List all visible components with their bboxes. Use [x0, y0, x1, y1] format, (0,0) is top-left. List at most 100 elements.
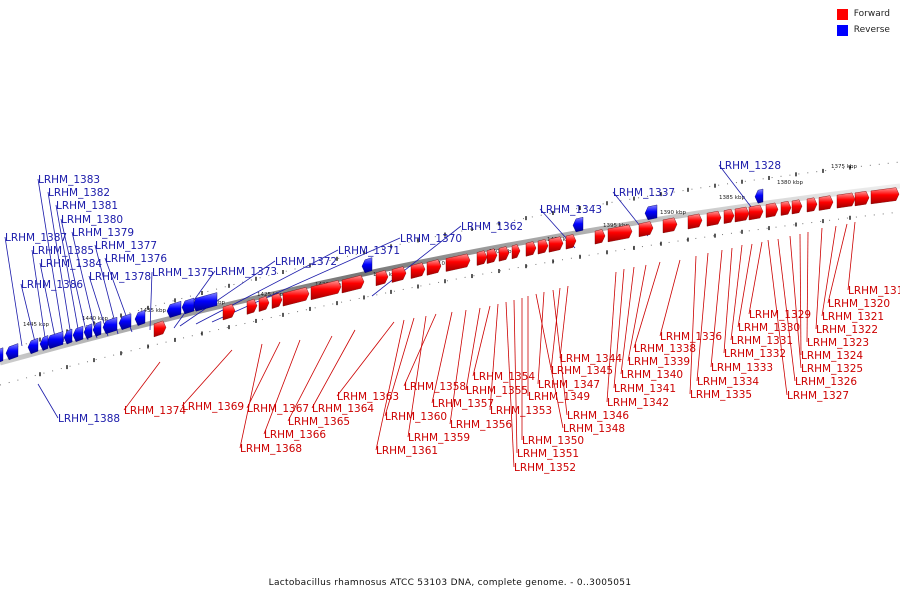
gene-labels: LRHM_1319LRHM_1320LRHM_1321LRHM_1322LRHM… — [5, 160, 900, 474]
forward-gene-label: LRHM_1344 — [560, 353, 622, 365]
reverse-gene-feature — [166, 300, 182, 318]
ruler-label: 1390 kbp — [660, 210, 686, 216]
forward-gene-label: LRHM_1364 — [312, 403, 374, 415]
leader-line — [263, 339, 301, 435]
forward-gene-label: LRHM_1366 — [264, 429, 326, 441]
ruler-label: 1435 kbp — [140, 308, 166, 314]
leader-line — [659, 259, 681, 337]
forward-gene-label: LRHM_1325 — [801, 363, 863, 375]
reverse-gene-label: LRHM_1372 — [275, 256, 337, 268]
ruler-label: 1410 kbp — [431, 261, 457, 267]
forward-gene-label: LRHM_1354 — [473, 371, 535, 383]
forward-gene-feature — [222, 303, 236, 321]
leader-line — [613, 268, 625, 389]
leader-line — [47, 191, 73, 343]
forward-gene-feature — [476, 250, 488, 266]
leader-line — [550, 287, 561, 371]
leader-line — [730, 244, 743, 341]
leader-line — [620, 266, 635, 375]
forward-gene-feature — [836, 192, 856, 209]
forward-gene-label: LRHM_1327 — [787, 390, 849, 402]
leader-line — [55, 204, 81, 341]
legend-forward: Forward — [836, 8, 890, 20]
forward-gene-label: LRHM_1333 — [711, 362, 773, 374]
ruler-label: 1375 kbp — [831, 164, 857, 170]
leader-line — [375, 319, 405, 451]
forward-gene-feature — [271, 293, 283, 309]
leader-line — [449, 309, 467, 425]
forward-gene-label: LRHM_1357 — [432, 398, 494, 410]
forward-gene-feature — [426, 259, 442, 276]
reverse-gene-feature — [134, 309, 146, 326]
ruler-label: 1425 kbp — [257, 292, 283, 298]
forward-gene-label: LRHM_1369 — [182, 401, 244, 413]
reverse-gene-feature — [572, 216, 584, 233]
leader-line — [431, 311, 453, 404]
leader-line — [311, 329, 356, 409]
reverse-gene-feature — [118, 313, 132, 330]
reverse-gene-feature — [92, 321, 102, 337]
forward-gene-label: LRHM_1339 — [628, 356, 690, 368]
forward-gene-label: LRHM_1358 — [404, 381, 466, 393]
leader-line — [465, 307, 481, 391]
leader-line — [149, 271, 153, 331]
leader-line — [748, 241, 763, 315]
forward-gene-label: LRHM_1374 — [124, 405, 186, 417]
reverse-gene-label: LRHM_1337 — [613, 187, 675, 199]
forward-gene-label: LRHM_1342 — [607, 397, 669, 409]
forward-gene-feature — [537, 239, 549, 255]
leader-line — [39, 262, 57, 343]
reverse-gene-label: LRHM_1386 — [21, 279, 83, 291]
leader-line — [799, 233, 802, 356]
leader-line — [505, 301, 515, 468]
forward-gene-label: LRHM_1331 — [731, 335, 793, 347]
gene-features — [0, 187, 900, 363]
leader-line — [211, 237, 401, 323]
forward-gene-label: LRHM_1329 — [749, 309, 811, 321]
reverse-gene-label: LRHM_1385 — [32, 245, 94, 257]
leader-line — [777, 238, 796, 382]
forward-gene-feature — [607, 224, 633, 243]
reverse-gene-label: LRHM_1383 — [38, 174, 100, 186]
forward-gene-label: LRHM_1341 — [614, 383, 676, 395]
leader-line — [403, 313, 437, 387]
reverse-gene-label: LRHM_1328 — [719, 160, 781, 172]
forward-gene-label: LRHM_1360 — [385, 411, 447, 423]
reverse-gene-label: LRHM_1382 — [48, 187, 110, 199]
reverse-gene-feature — [0, 347, 4, 363]
leader-line — [472, 305, 491, 377]
leader-line — [37, 383, 59, 419]
forward-gene-feature — [662, 217, 678, 234]
reverse-gene-feature — [72, 325, 84, 342]
forward-gene-label: LRHM_1321 — [822, 311, 884, 323]
forward-gene-label: LRHM_1334 — [697, 376, 759, 388]
leader-line — [195, 249, 339, 325]
forward-gene-label: LRHM_1338 — [634, 343, 696, 355]
forward-gene-feature — [153, 320, 167, 338]
forward-gene-feature — [734, 206, 750, 223]
reverse-swatch — [836, 24, 848, 36]
forward-gene-label: LRHM_1332 — [724, 348, 786, 360]
ruler-label: 1440 kbp — [82, 316, 108, 322]
forward-gene-label: LRHM_1361 — [376, 445, 438, 457]
forward-gene-label: LRHM_1352 — [514, 462, 576, 474]
forward-gene-label: LRHM_1363 — [337, 391, 399, 403]
forward-label: Forward — [853, 9, 890, 19]
leader-line — [627, 264, 647, 362]
forward-gene-feature — [706, 210, 722, 227]
leader-line — [371, 225, 462, 297]
forward-gene-feature — [246, 298, 258, 315]
forward-gene-feature — [765, 202, 779, 218]
forward-gene-label: LRHM_1349 — [528, 391, 590, 403]
forward-gene-label: LRHM_1348 — [563, 423, 625, 435]
leader-line — [239, 343, 263, 449]
forward-gene-label: LRHM_1347 — [538, 379, 600, 391]
forward-gene-feature — [806, 197, 818, 213]
forward-gene-label: LRHM_1368 — [240, 443, 302, 455]
ruler-label: 1445 kbp — [23, 322, 49, 328]
leader-line — [60, 218, 89, 341]
leader-line — [37, 178, 65, 343]
reverse-label: Reverse — [853, 25, 890, 35]
forward-gene-feature — [410, 262, 426, 279]
forward-gene-label: LRHM_1365 — [288, 416, 350, 428]
